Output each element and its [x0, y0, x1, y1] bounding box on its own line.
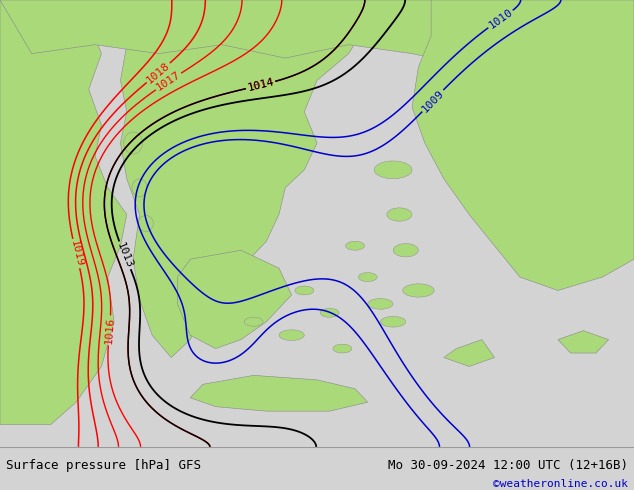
- Polygon shape: [320, 308, 339, 317]
- Polygon shape: [387, 208, 412, 221]
- Text: 1014: 1014: [246, 77, 275, 93]
- Polygon shape: [132, 179, 147, 196]
- Polygon shape: [368, 298, 393, 309]
- Text: 1009: 1009: [420, 88, 446, 114]
- Polygon shape: [190, 375, 368, 411]
- Text: 1018: 1018: [145, 60, 172, 85]
- Text: ©weatheronline.co.uk: ©weatheronline.co.uk: [493, 479, 628, 489]
- Polygon shape: [279, 330, 304, 341]
- Polygon shape: [374, 161, 412, 179]
- Polygon shape: [444, 340, 495, 367]
- Text: 1019: 1019: [68, 239, 84, 268]
- Polygon shape: [138, 216, 153, 231]
- Polygon shape: [0, 0, 127, 424]
- Polygon shape: [558, 331, 609, 353]
- Polygon shape: [333, 344, 352, 353]
- Text: 1013: 1013: [115, 241, 134, 270]
- Polygon shape: [244, 318, 263, 326]
- Text: 1010: 1010: [486, 7, 514, 31]
- Polygon shape: [120, 0, 368, 358]
- Polygon shape: [178, 250, 292, 348]
- Polygon shape: [393, 244, 418, 257]
- Polygon shape: [412, 0, 634, 291]
- Polygon shape: [380, 317, 406, 327]
- Polygon shape: [346, 242, 365, 250]
- Polygon shape: [403, 284, 434, 297]
- Text: Mo 30-09-2024 12:00 UTC (12+16B): Mo 30-09-2024 12:00 UTC (12+16B): [387, 459, 628, 472]
- Text: 1016: 1016: [103, 317, 115, 344]
- Text: Surface pressure [hPa] GFS: Surface pressure [hPa] GFS: [6, 459, 202, 472]
- Polygon shape: [295, 286, 314, 295]
- Polygon shape: [0, 0, 634, 67]
- Polygon shape: [124, 132, 143, 154]
- Polygon shape: [358, 272, 377, 282]
- Text: 1017: 1017: [155, 70, 183, 93]
- Text: 1014: 1014: [246, 77, 275, 93]
